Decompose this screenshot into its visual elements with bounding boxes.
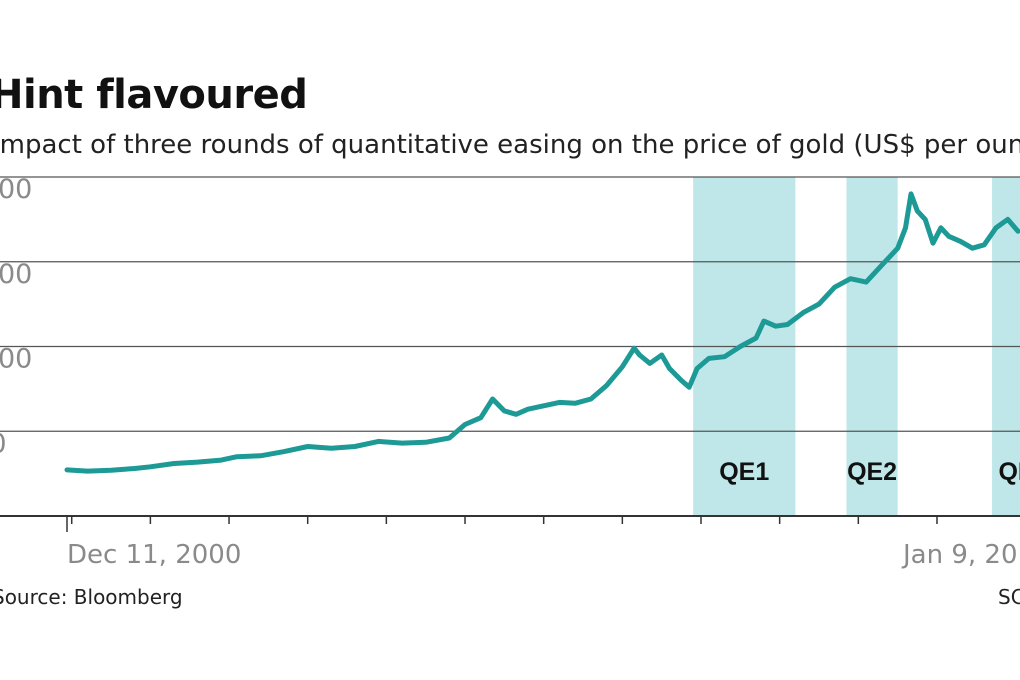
y-tick-label-500: 500 — [0, 428, 7, 459]
y-tick-label-2000: 2,000 — [0, 174, 32, 205]
qe-label-3: QE3 — [998, 458, 1020, 486]
x-label-start: Dec 11, 2000 — [67, 540, 241, 570]
y-tick-label-1500: 1,500 — [0, 259, 32, 290]
source-note: Source: Bloomberg — [0, 585, 183, 609]
y-tick-label-1000: 1,000 — [0, 344, 32, 375]
series-line-gold-price — [64, 191, 1020, 474]
qe-label-1: QE1 — [719, 458, 769, 486]
chart-subtitle: Impact of three rounds of quantitative e… — [0, 130, 1020, 160]
qe-label-2: QE2 — [847, 458, 897, 486]
chart-title: Hint flavoured — [0, 72, 308, 118]
credit-note: SCMP — [998, 585, 1020, 609]
x-label-end: Jan 9, 2013 — [901, 540, 1020, 570]
